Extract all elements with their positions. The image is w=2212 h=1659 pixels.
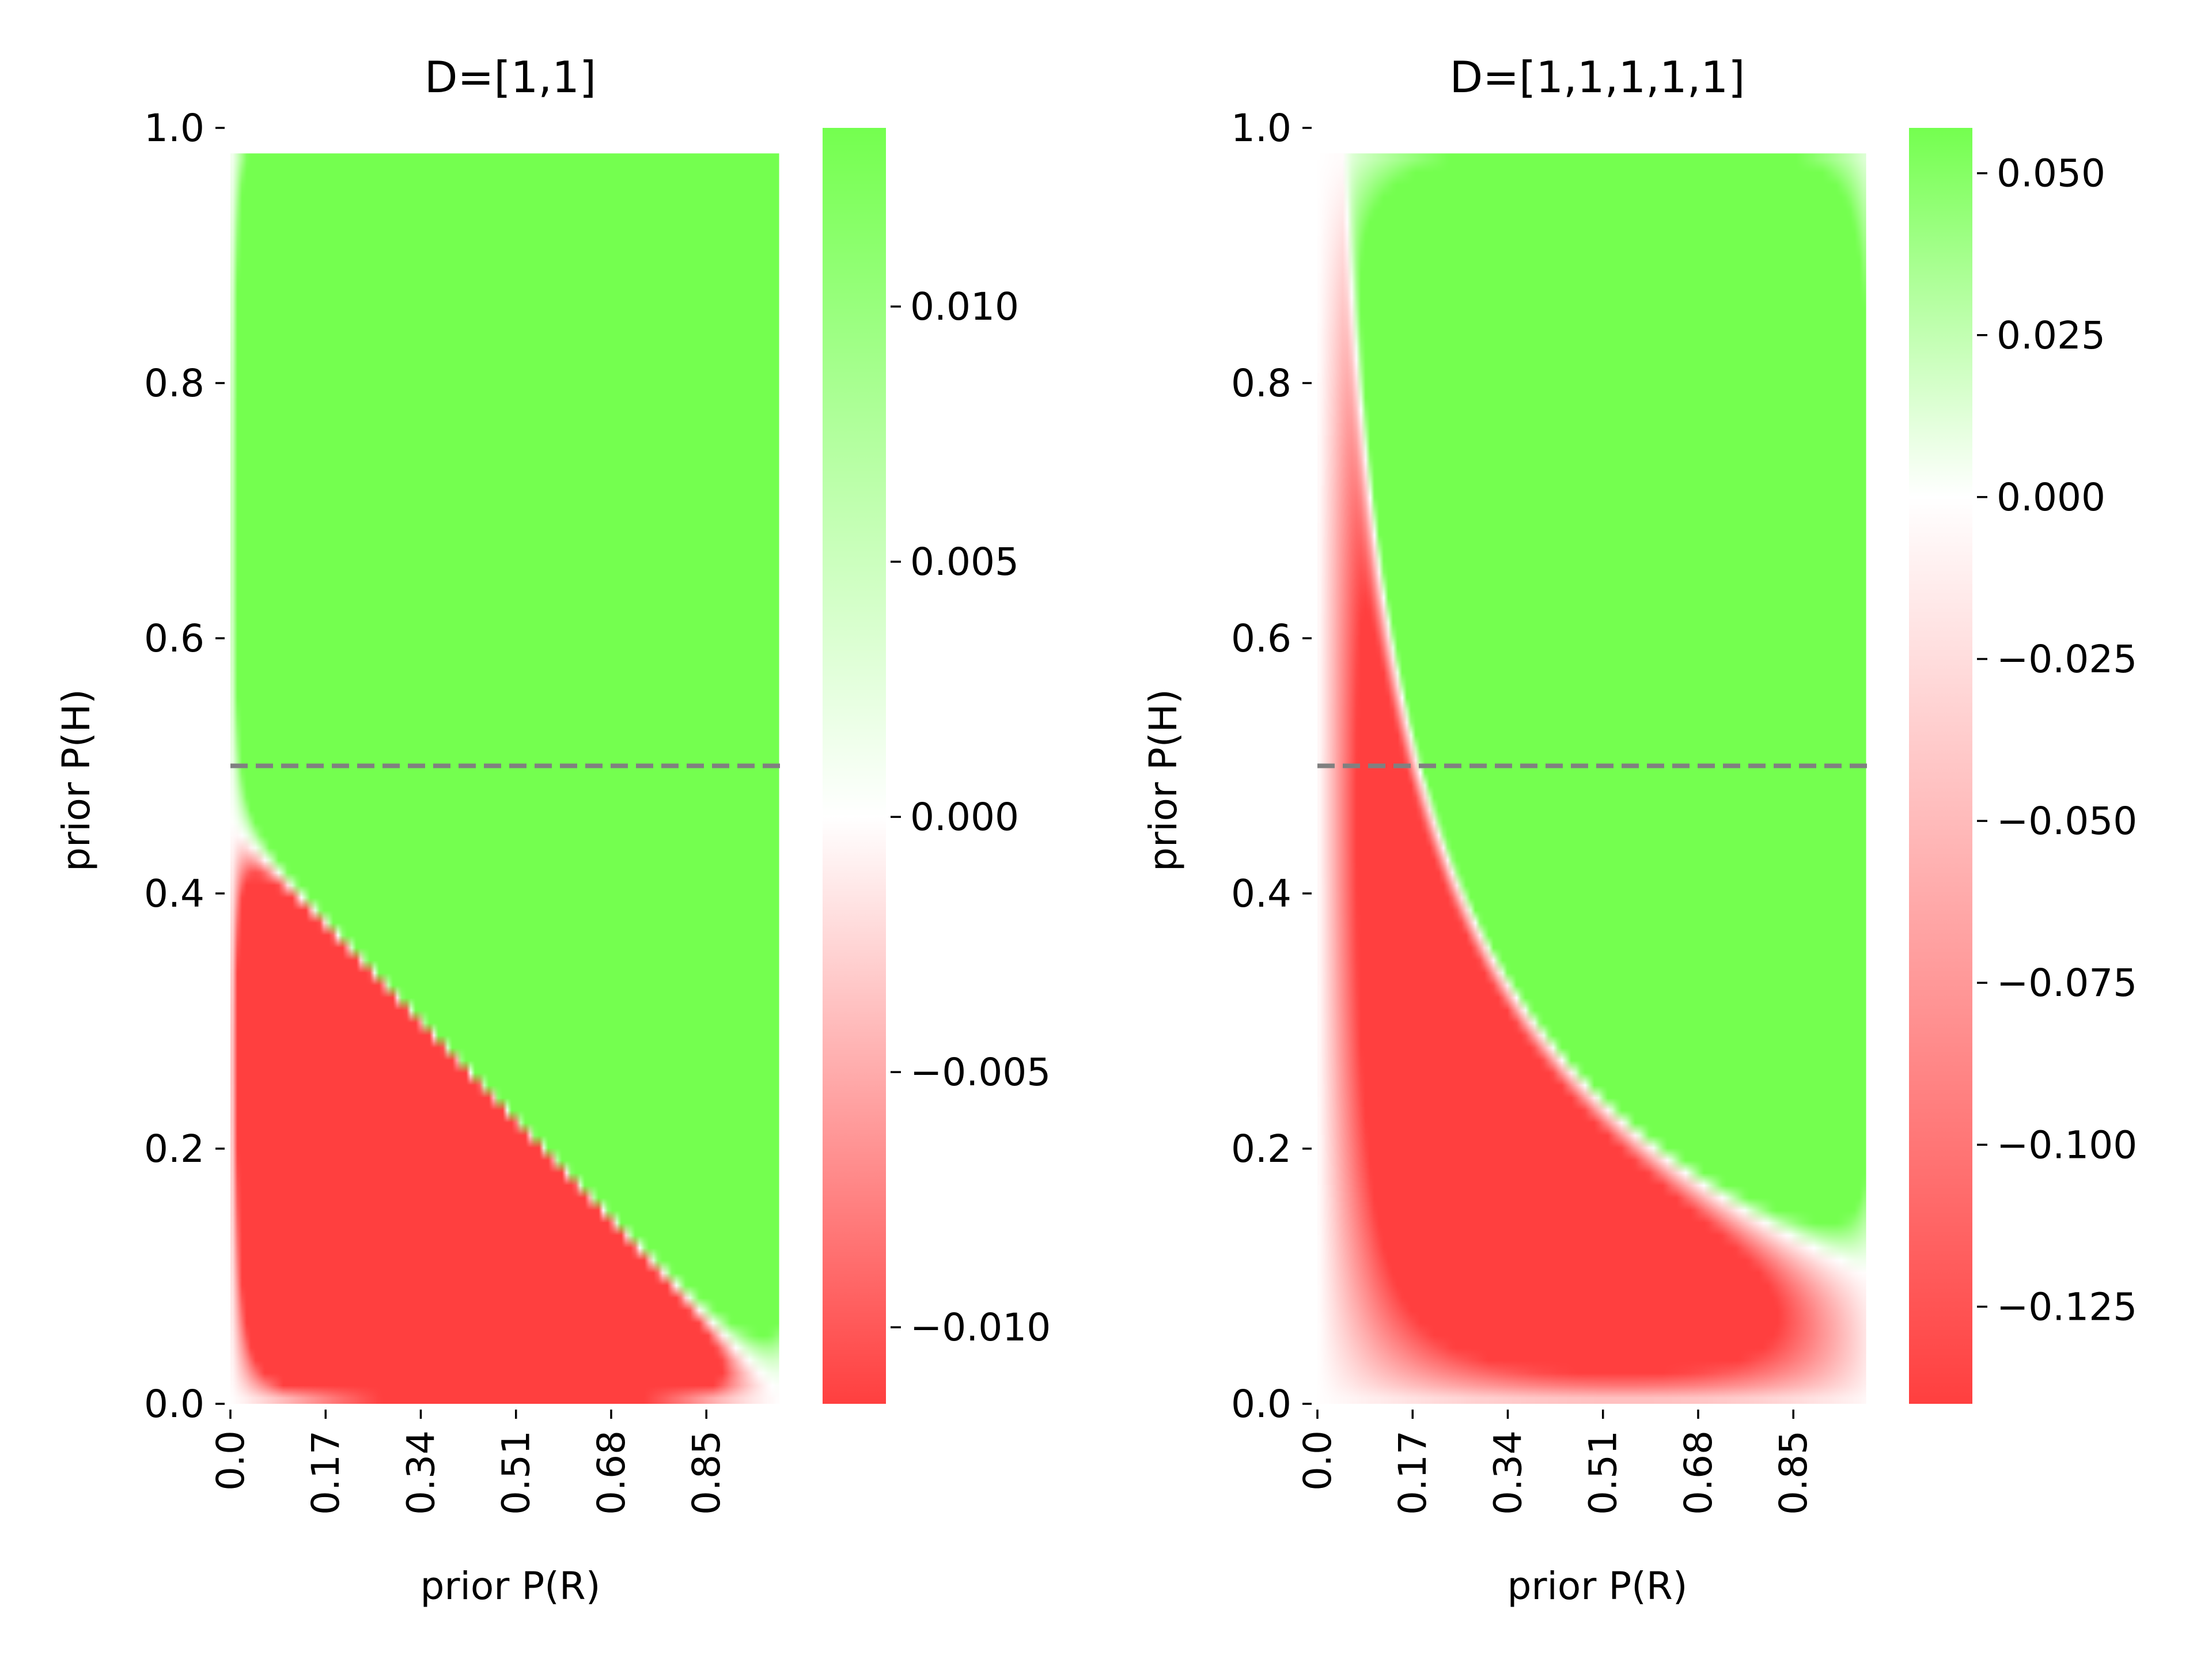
x-tick-label: 0.34	[399, 1430, 443, 1515]
x-tick-label: 0.51	[1581, 1430, 1626, 1515]
x-tick-label: 0.85	[684, 1430, 729, 1515]
y-tick-label: 0.2	[1231, 1127, 1291, 1171]
heatmap-cells	[230, 153, 779, 1404]
y-axis-label: prior P(H)	[1141, 689, 1185, 872]
colorbar-tick-label: 0.000	[1997, 475, 2105, 520]
colorbar-tick-label: −0.025	[1997, 637, 2137, 681]
colorbar-tick-label: 0.010	[910, 285, 1019, 329]
chart-panel-2: D=[1,1,1,1,1] 0.0 0.2 0.4 0.6 0.8 1.0 0.0 0.17 0.…	[1141, 52, 2137, 1608]
x-tick-label: 0.17	[304, 1430, 348, 1515]
x-axis-label: prior P(R)	[420, 1564, 600, 1608]
y-tick-label: 0.0	[1231, 1382, 1291, 1426]
y-axis-label: prior P(H)	[54, 689, 99, 872]
y-tick-label: 1.0	[144, 106, 204, 150]
y-tick-label: 0.2	[144, 1127, 204, 1171]
y-tick-label: 0.8	[144, 361, 204, 406]
x-tick-label: 0.0	[1296, 1430, 1340, 1491]
x-tick-label: 0.68	[1676, 1430, 1721, 1515]
colorbar-tick-label: −0.010	[910, 1305, 1051, 1350]
panels: D=[1,1] 0.0 0.2 0.4 0.6 0.8 1.0 0.0 0.17 0.34 0.51…	[54, 52, 2137, 1608]
colorbar	[823, 128, 886, 1404]
y-tick-label: 0.8	[1231, 361, 1291, 406]
colorbar-tick-label: −0.100	[1997, 1123, 2137, 1167]
colorbar-tick-label: 0.005	[910, 540, 1019, 584]
colorbar-tick-label: −0.075	[1997, 961, 2137, 1005]
y-tick-label: 0.6	[1231, 616, 1291, 661]
x-tick-label: 0.0	[209, 1430, 253, 1491]
x-tick-label: 0.34	[1486, 1430, 1530, 1515]
y-tick-label: 1.0	[1231, 106, 1291, 150]
colorbar-tick-label: −0.005	[910, 1050, 1051, 1094]
x-tick-label: 0.85	[1771, 1430, 1816, 1515]
colorbar-tick-label: −0.050	[1997, 799, 2137, 843]
colorbar	[1909, 128, 1972, 1404]
y-tick-label: 0.4	[144, 872, 204, 916]
colorbar-tick-label: −0.125	[1997, 1285, 2137, 1329]
y-tick-label: 0.6	[144, 616, 204, 661]
colorbar-tick-label: 0.000	[910, 795, 1019, 839]
chart-title: D=[1,1,1,1,1]	[1449, 52, 1745, 103]
x-tick-label: 0.51	[494, 1430, 539, 1515]
chart-title: D=[1,1]	[425, 52, 596, 103]
y-tick-label: 0.0	[144, 1382, 204, 1426]
colorbar-tick-label: 0.025	[1997, 313, 2105, 358]
heatmap-cells	[1317, 153, 1866, 1404]
chart-panel-1: D=[1,1] 0.0 0.2 0.4 0.6 0.8 1.0 0.0 0.17 0.34 0.51…	[54, 52, 1051, 1608]
x-tick-label: 0.17	[1391, 1430, 1435, 1515]
colorbar-tick-label: 0.050	[1997, 151, 2105, 196]
x-axis-label: prior P(R)	[1507, 1564, 1687, 1608]
y-tick-label: 0.4	[1231, 872, 1291, 916]
x-tick-label: 0.68	[589, 1430, 634, 1515]
